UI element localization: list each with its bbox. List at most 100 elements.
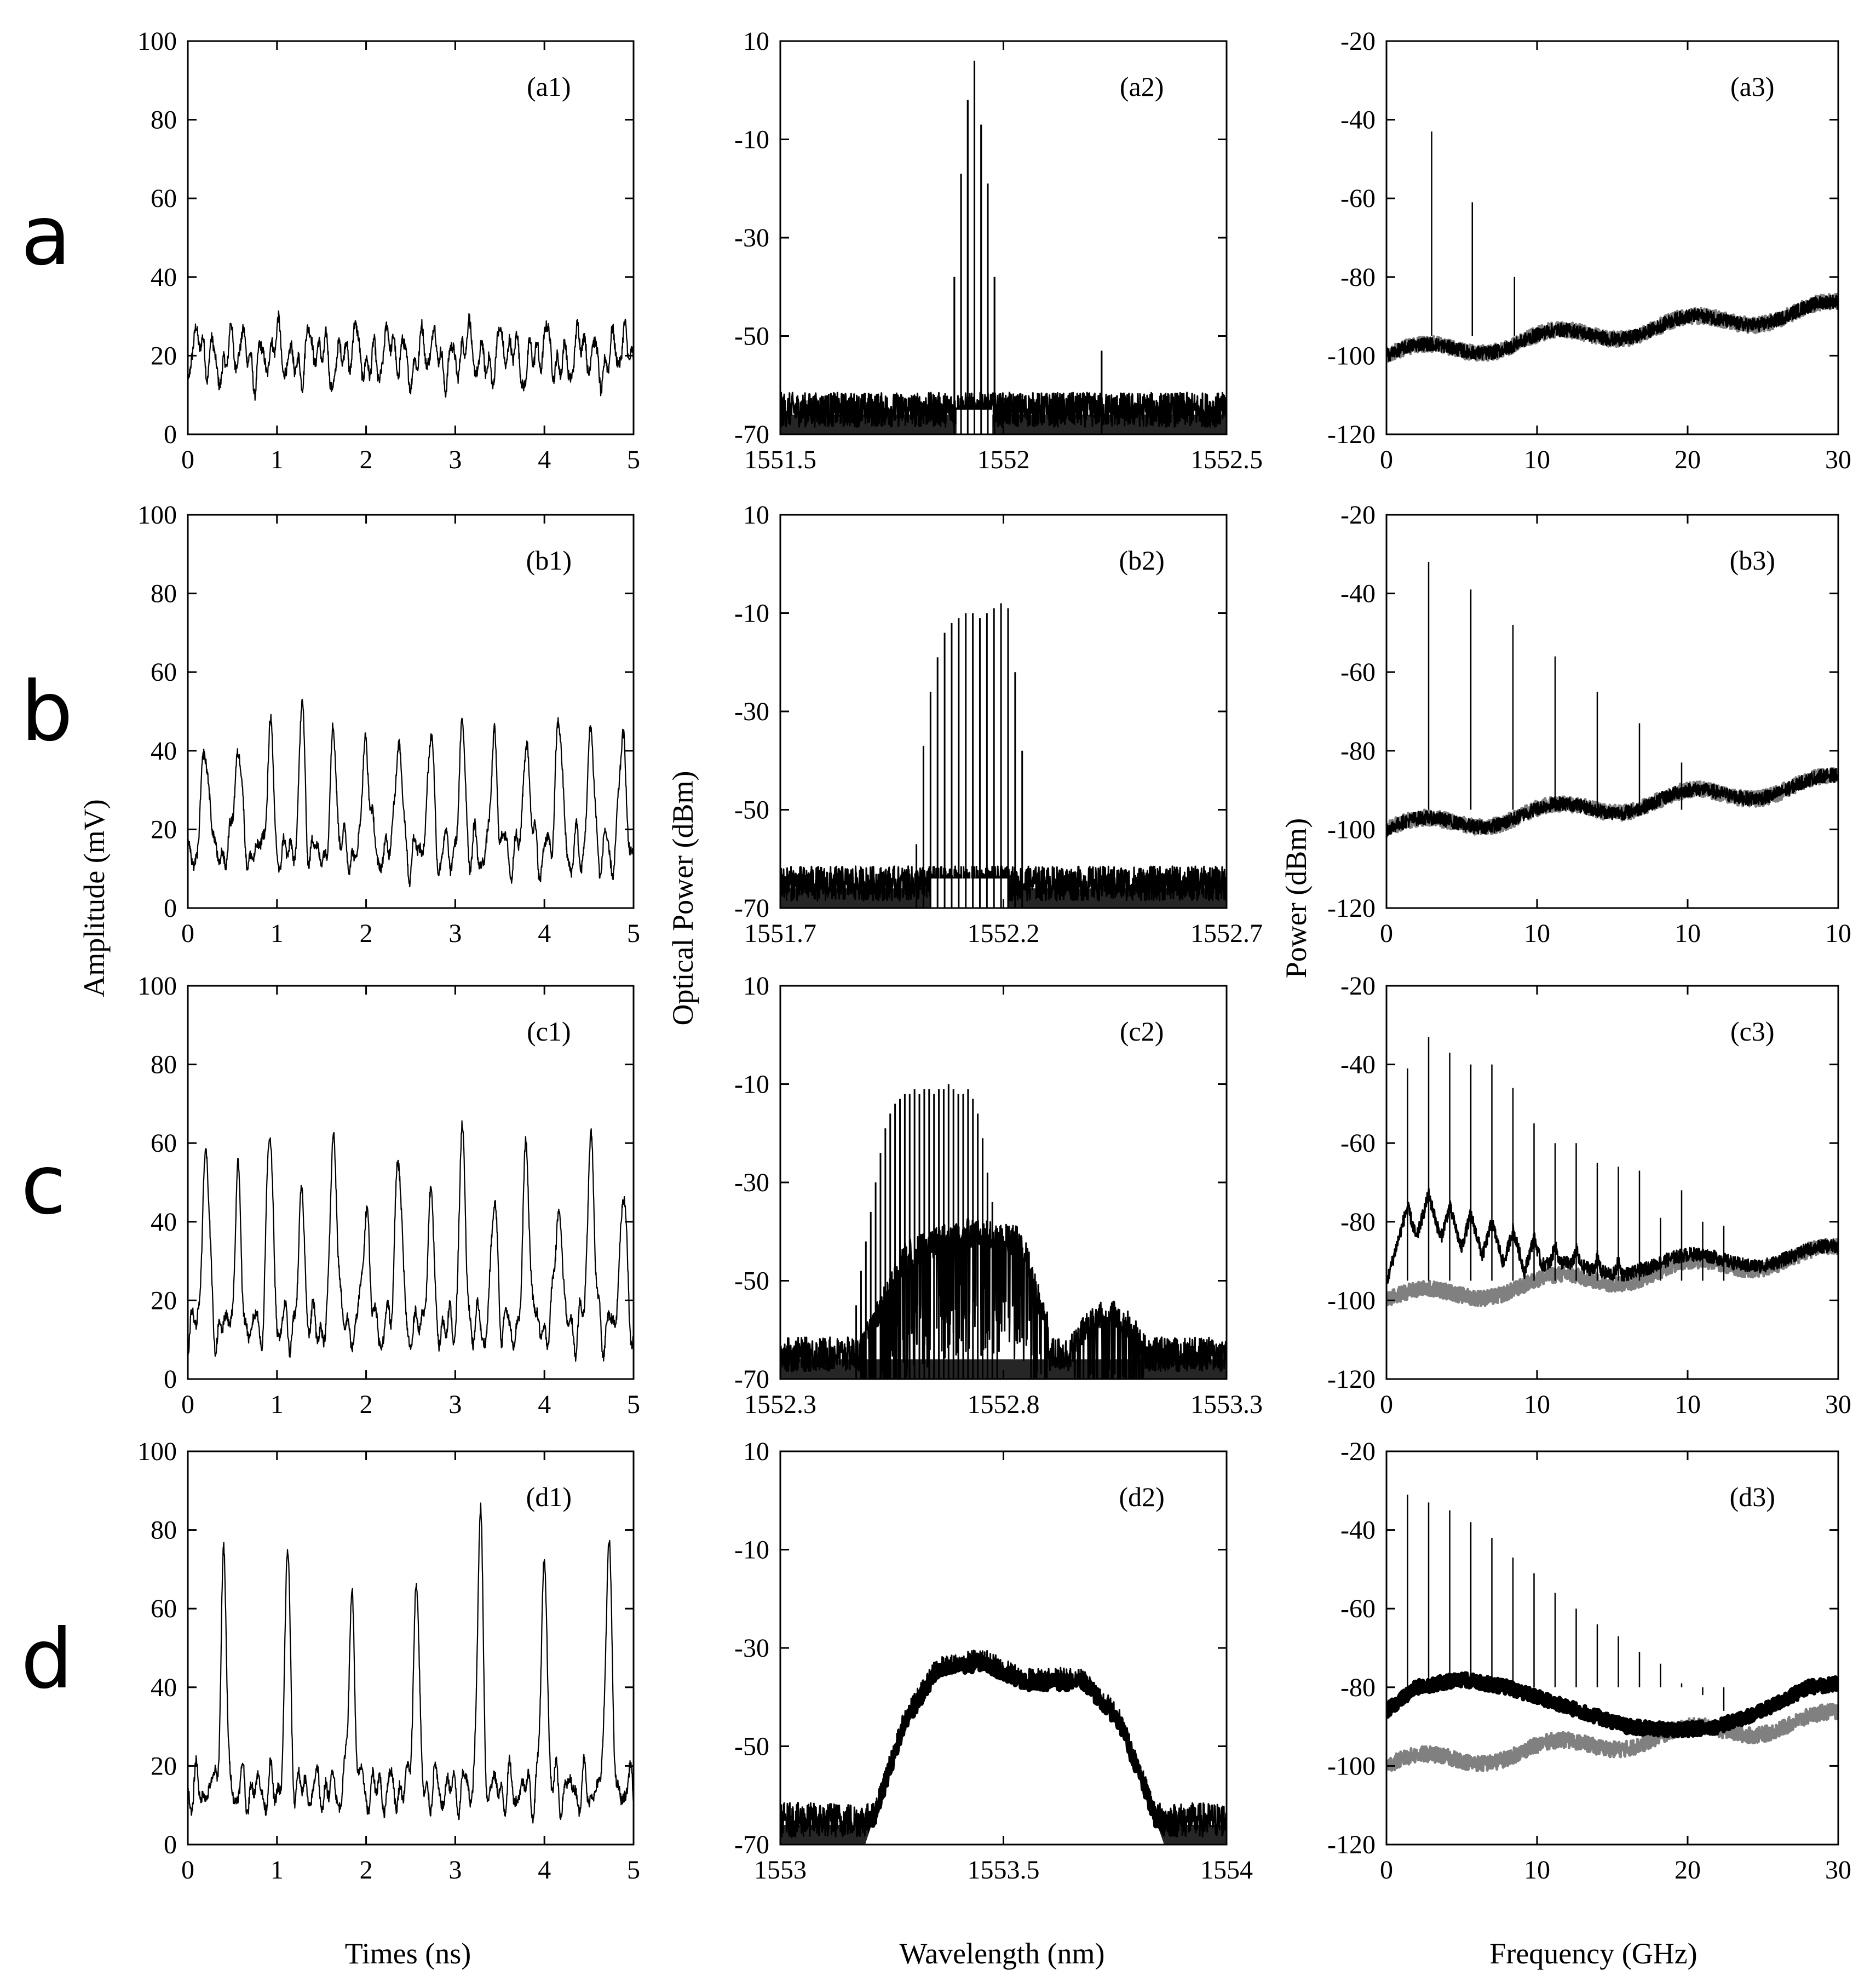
- panel-d2: 1553 1553.5 1554 -70 -50 -30 -10 10 (d2): [734, 1437, 1253, 1885]
- panel-label-a3: (a3): [1730, 71, 1775, 102]
- x-tick-label-d2: 1553: [754, 1856, 807, 1885]
- axes-frame-b3: [1385, 514, 1839, 909]
- panel-label-b3: (b3): [1730, 545, 1775, 576]
- row-label-d: d: [21, 1612, 73, 1707]
- y-tick-label-b2: 10: [743, 501, 769, 530]
- panel-label-d2: (d2): [1119, 1481, 1164, 1512]
- y-tick-label-a1: 20: [151, 341, 177, 370]
- noise-trace-c3: [1386, 1238, 1838, 1307]
- x-tick-label-c1: 3: [448, 1390, 462, 1419]
- y-tick-label-c2: -30: [734, 1168, 769, 1197]
- trace-line-a1: [188, 310, 634, 401]
- y-tick-label-b3: -20: [1340, 501, 1376, 530]
- y-tick-label-a2: 10: [743, 27, 769, 56]
- x-tick-label-b2: 1551.7: [744, 919, 816, 948]
- rf-trace-d3: [1386, 1671, 1838, 1738]
- panel-label-c2: (c2): [1120, 1016, 1164, 1047]
- panel-c2: 1552.3 1552.8 1553.3 -70 -50 -30 -10 10 (c2): [734, 972, 1263, 1419]
- y-tick-label-b2: -30: [734, 697, 769, 726]
- col1-ylabel: Amplitude (mV): [78, 799, 111, 997]
- y-tick-label-b1: 20: [151, 815, 177, 844]
- row-label-c: c: [21, 1138, 66, 1233]
- x-tick-label-a1: 1: [271, 445, 284, 474]
- panel-b2: 1551.7 1552.2 1552.7 -70 -50 -30 -10 10 (b2): [734, 501, 1263, 948]
- x-tick-label-a3: 0: [1380, 445, 1393, 474]
- x-tick-label-d3: 20: [1674, 1856, 1701, 1885]
- panel-label-a2: (a2): [1120, 71, 1164, 102]
- x-tick-label-b1: 5: [627, 919, 640, 948]
- x-tick-label-b1: 0: [181, 919, 194, 948]
- y-tick-label-d3: -20: [1340, 1437, 1376, 1466]
- y-tick-label-a2: -70: [734, 420, 769, 449]
- x-tick-label-d3: 0: [1380, 1856, 1393, 1885]
- axes-frame-b1: [187, 514, 635, 909]
- y-tick-label-a3: -100: [1327, 341, 1376, 370]
- x-tick-label-a2: 1552: [977, 445, 1030, 474]
- y-tick-label-d3: -100: [1327, 1751, 1376, 1780]
- panel-d1: 0 1 2 3 4 5 0 20 40 60 80 100 (d1): [137, 1437, 640, 1885]
- y-tick-label-c3: -40: [1340, 1050, 1376, 1079]
- y-tick-label-b1: 60: [151, 658, 177, 687]
- y-tick-label-a2: -50: [734, 322, 769, 351]
- plot-area-b2: [780, 603, 1227, 908]
- panel-a2: 1551.5 1552 1552.5 -70 -50 -30 -10 10 (a2): [734, 27, 1263, 474]
- panel-label-a1: (a1): [527, 71, 571, 102]
- y-tick-label-d2: -50: [734, 1732, 769, 1761]
- col1-xlabel: Times (ns): [345, 1937, 471, 1970]
- y-tick-label-c3: -80: [1340, 1208, 1376, 1237]
- x-tick-label-c1: 2: [360, 1390, 373, 1419]
- x-tick-label-c2: 1553.3: [1190, 1390, 1263, 1419]
- y-tick-label-a1: 40: [151, 263, 177, 292]
- y-tick-label-c1: 100: [137, 972, 177, 1001]
- panel-label-c1: (c1): [527, 1016, 571, 1047]
- y-tick-label-d1: 100: [137, 1437, 177, 1466]
- y-tick-label-b2: -50: [734, 796, 769, 825]
- plot-area-b1: [188, 698, 634, 888]
- y-tick-label-a1: 80: [151, 106, 177, 135]
- y-tick-label-a1: 100: [137, 27, 177, 56]
- y-tick-label-a1: 60: [151, 184, 177, 213]
- y-tick-label-c2: -70: [734, 1365, 769, 1394]
- x-tick-label-d1: 3: [448, 1856, 462, 1885]
- y-tick-label-a3: -120: [1327, 420, 1376, 449]
- y-tick-label-b3: -100: [1327, 815, 1376, 844]
- panel-label-d1: (d1): [526, 1481, 572, 1512]
- y-tick-label-b1: 80: [151, 579, 177, 608]
- axes-frame-d1: [187, 1450, 635, 1846]
- x-tick-label-b2: 1552.7: [1190, 919, 1263, 948]
- rf-trace-b3: [1386, 767, 1838, 836]
- axes-frame-c1: [187, 985, 635, 1380]
- axes-frame-a3: [1385, 40, 1839, 435]
- y-tick-label-a1: 0: [164, 420, 177, 449]
- rf-trace-c3: [1386, 1188, 1838, 1284]
- y-tick-label-a3: -60: [1340, 184, 1376, 213]
- x-tick-label-c2: 1552.3: [744, 1390, 816, 1419]
- x-tick-label-b1: 4: [538, 919, 551, 948]
- x-tick-label-c2: 1552.8: [968, 1390, 1040, 1419]
- x-tick-label-c1: 0: [181, 1390, 194, 1419]
- y-tick-label-d3: -40: [1340, 1516, 1376, 1545]
- panel-label-b2: (b2): [1119, 545, 1164, 576]
- y-tick-label-d3: -60: [1340, 1594, 1376, 1623]
- trace-line-d1: [188, 1502, 634, 1824]
- y-tick-label-d1: 0: [164, 1830, 177, 1859]
- x-tick-label-c1: 4: [538, 1390, 551, 1419]
- x-tick-label-d1: 4: [538, 1856, 551, 1885]
- y-tick-label-c1: 0: [164, 1365, 177, 1394]
- y-tick-label-c3: -60: [1340, 1129, 1376, 1158]
- y-tick-label-d3: -120: [1327, 1830, 1376, 1859]
- x-tick-label-d1: 1: [271, 1856, 284, 1885]
- plot-area-d1: [188, 1502, 634, 1824]
- x-tick-label-c3: 30: [1825, 1390, 1851, 1419]
- y-tick-label-d2: -70: [734, 1830, 769, 1859]
- col2-xlabel: Wavelength (nm): [899, 1937, 1104, 1970]
- x-tick-label-a3: 20: [1674, 445, 1701, 474]
- rf-trace-a3: [1386, 295, 1838, 362]
- x-tick-label-b3: 10: [1674, 919, 1701, 948]
- y-tick-label-b2: -10: [734, 599, 769, 628]
- x-tick-label-d2: 1554: [1200, 1856, 1253, 1885]
- y-tick-label-a2: -10: [734, 125, 769, 154]
- panel-label-b1: (b1): [526, 545, 572, 576]
- y-tick-label-c3: -20: [1340, 972, 1376, 1001]
